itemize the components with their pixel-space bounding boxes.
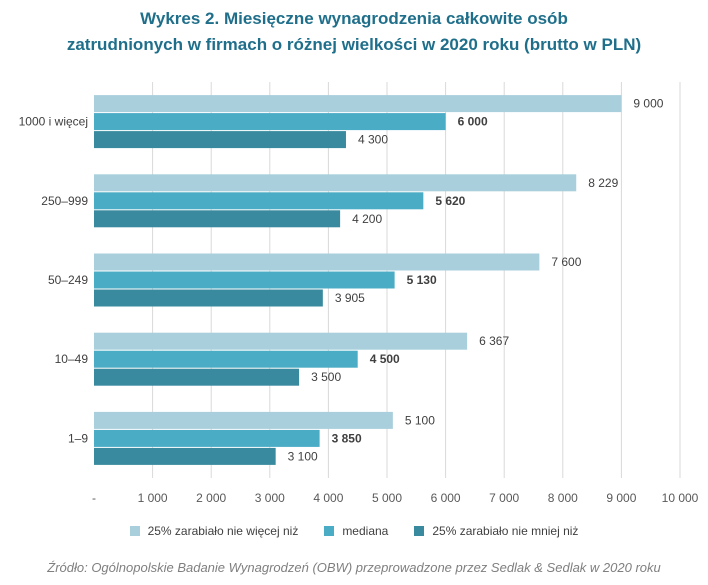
- bar: [94, 368, 300, 386]
- bar: [94, 210, 341, 228]
- x-tick-label: 9 000: [606, 491, 636, 505]
- data-label: 3 100: [288, 449, 318, 463]
- bar: [94, 95, 622, 113]
- data-label: 9 000: [633, 97, 663, 111]
- bar: [94, 253, 540, 271]
- data-label: 4 200: [352, 212, 382, 226]
- category-label: 10–49: [55, 352, 89, 366]
- chart-legend: 25% zarabiało nie więcej niż mediana 25%…: [0, 524, 708, 538]
- legend-item-median: mediana: [324, 524, 388, 538]
- bar: [94, 350, 358, 368]
- bar: [94, 113, 446, 131]
- data-label: 4 500: [370, 352, 400, 366]
- x-tick-label: 2 000: [196, 491, 226, 505]
- bar: [94, 332, 468, 350]
- data-label: 8 229: [588, 176, 618, 190]
- bar: [94, 131, 346, 149]
- category-label: 50–249: [48, 273, 88, 287]
- x-tick-label: 6 000: [431, 491, 461, 505]
- legend-label-lower-quartile: 25% zarabiało nie mniej niż: [432, 524, 579, 538]
- data-label: 3 500: [311, 370, 341, 384]
- data-label: 3 850: [332, 431, 362, 445]
- bar: [94, 174, 577, 192]
- chart-title-line-2: zatrudnionych w firmach o różnej wielkoś…: [66, 35, 642, 54]
- x-tick-label: 4 000: [313, 491, 343, 505]
- data-label: 3 905: [335, 291, 365, 305]
- category-label: 1000 i więcej: [19, 115, 88, 129]
- x-tick-label: 8 000: [548, 491, 578, 505]
- bar: [94, 411, 393, 429]
- bar-chart: - 1 000 2 000 3 000 4 000 5 000 6 000 7 000 8 00…: [19, 82, 699, 505]
- x-tick-label: -: [92, 491, 96, 505]
- category-label: 1–9: [68, 431, 88, 445]
- data-label: 7 600: [551, 255, 581, 269]
- x-tick-label: 10 000: [662, 491, 699, 505]
- x-tick-label: 1 000: [138, 491, 168, 505]
- bar: [94, 192, 424, 210]
- legend-swatch-lower-quartile: [414, 526, 425, 536]
- chart-title-line-1: Wykres 2. Miesięczne wynagrodzenia całko…: [140, 9, 568, 28]
- chart-source-note: Źródło: Ogólnopolskie Badanie Wynagrodze…: [47, 560, 661, 575]
- data-label: 5 620: [435, 194, 465, 208]
- x-tick-label: 5 000: [372, 491, 402, 505]
- data-label: 5 100: [405, 413, 435, 427]
- data-label: 6 367: [479, 334, 509, 348]
- x-tick-label: 3 000: [255, 491, 285, 505]
- category-label: 250–999: [41, 194, 88, 208]
- bar: [94, 289, 323, 307]
- legend-item-lower-quartile: 25% zarabiało nie mniej niż: [414, 524, 578, 538]
- bar: [94, 271, 395, 289]
- bar: [94, 429, 320, 447]
- data-label: 5 130: [407, 273, 437, 287]
- data-label: 6 000: [458, 115, 488, 129]
- bar: [94, 447, 276, 465]
- legend-item-upper-quartile: 25% zarabiało nie więcej niż: [129, 524, 299, 538]
- x-tick-label: 7 000: [489, 491, 519, 505]
- legend-label-median: mediana: [342, 524, 389, 538]
- legend-swatch-upper-quartile: [129, 526, 140, 536]
- legend-swatch-median: [324, 526, 335, 536]
- legend-label-upper-quartile: 25% zarabiało nie więcej niż: [147, 524, 299, 538]
- chart-title: Wykres 2. Miesięczne wynagrodzenia całko…: [0, 6, 708, 58]
- data-label: 4 300: [358, 133, 388, 147]
